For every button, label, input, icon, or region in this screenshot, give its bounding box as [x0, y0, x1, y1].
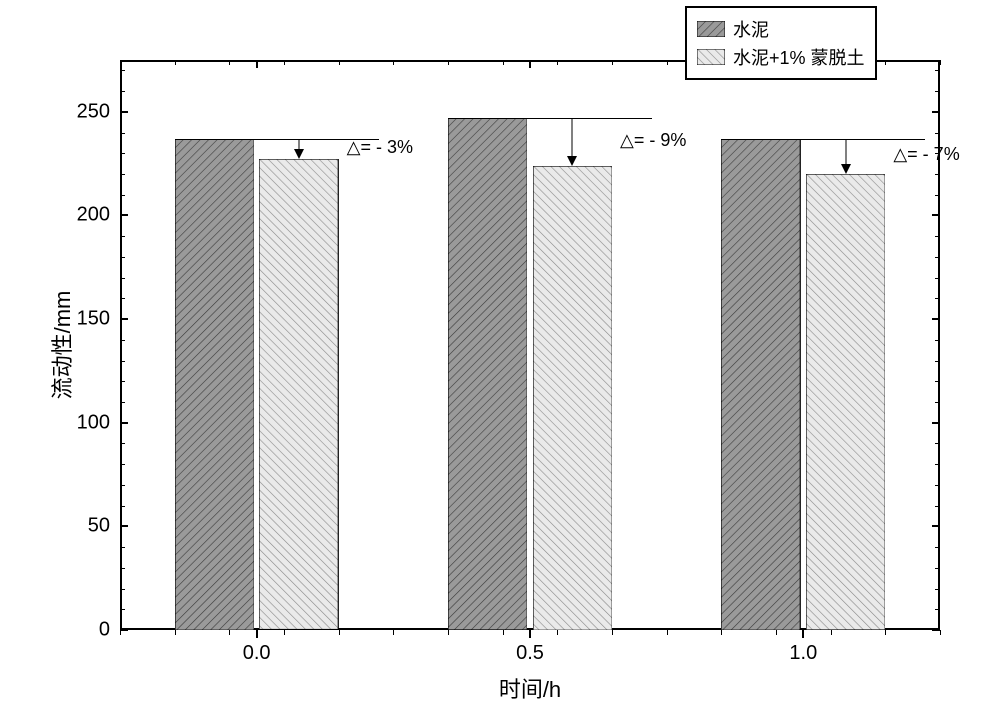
legend-swatch-icon — [697, 49, 725, 65]
bar — [259, 159, 338, 630]
legend-label: 水泥 — [733, 16, 769, 42]
legend-item: 水泥 — [697, 16, 865, 42]
legend-swatch-icon — [697, 21, 725, 37]
bar — [806, 174, 885, 630]
delta-label: △= - 3% — [347, 137, 413, 158]
delta-arrow-icon — [567, 156, 577, 166]
y-tick-label: 50 — [70, 515, 110, 538]
x-axis-title: 时间/h — [499, 672, 561, 704]
y-tick-label: 100 — [70, 411, 110, 434]
legend-label: 水泥+1% 蒙脱土 — [733, 44, 865, 70]
bar — [533, 166, 612, 630]
delta-arrow-icon — [294, 149, 304, 159]
legend: 水泥水泥+1% 蒙脱土 — [685, 6, 877, 80]
bar — [448, 118, 527, 630]
x-tick-label: 1.0 — [789, 642, 817, 665]
y-tick-label: 250 — [70, 100, 110, 123]
y-tick-label: 200 — [70, 204, 110, 227]
bar-chart: 0501001502002500.00.51.0流动性/mm时间/h△= - 3… — [0, 0, 1000, 724]
legend-item: 水泥+1% 蒙脱土 — [697, 44, 865, 70]
delta-label: △= - 9% — [620, 130, 686, 151]
delta-label: △= - 7% — [893, 144, 959, 165]
y-tick-label: 0 — [70, 619, 110, 642]
x-tick-label: 0.5 — [516, 642, 544, 665]
x-tick-label: 0.0 — [243, 642, 271, 665]
delta-arrow-icon — [841, 164, 851, 174]
y-axis-title: 流动性/mm — [45, 291, 77, 400]
bar — [175, 139, 254, 630]
bar — [721, 139, 800, 630]
